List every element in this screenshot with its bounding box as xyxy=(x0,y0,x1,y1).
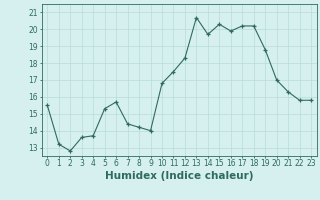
X-axis label: Humidex (Indice chaleur): Humidex (Indice chaleur) xyxy=(105,171,253,181)
